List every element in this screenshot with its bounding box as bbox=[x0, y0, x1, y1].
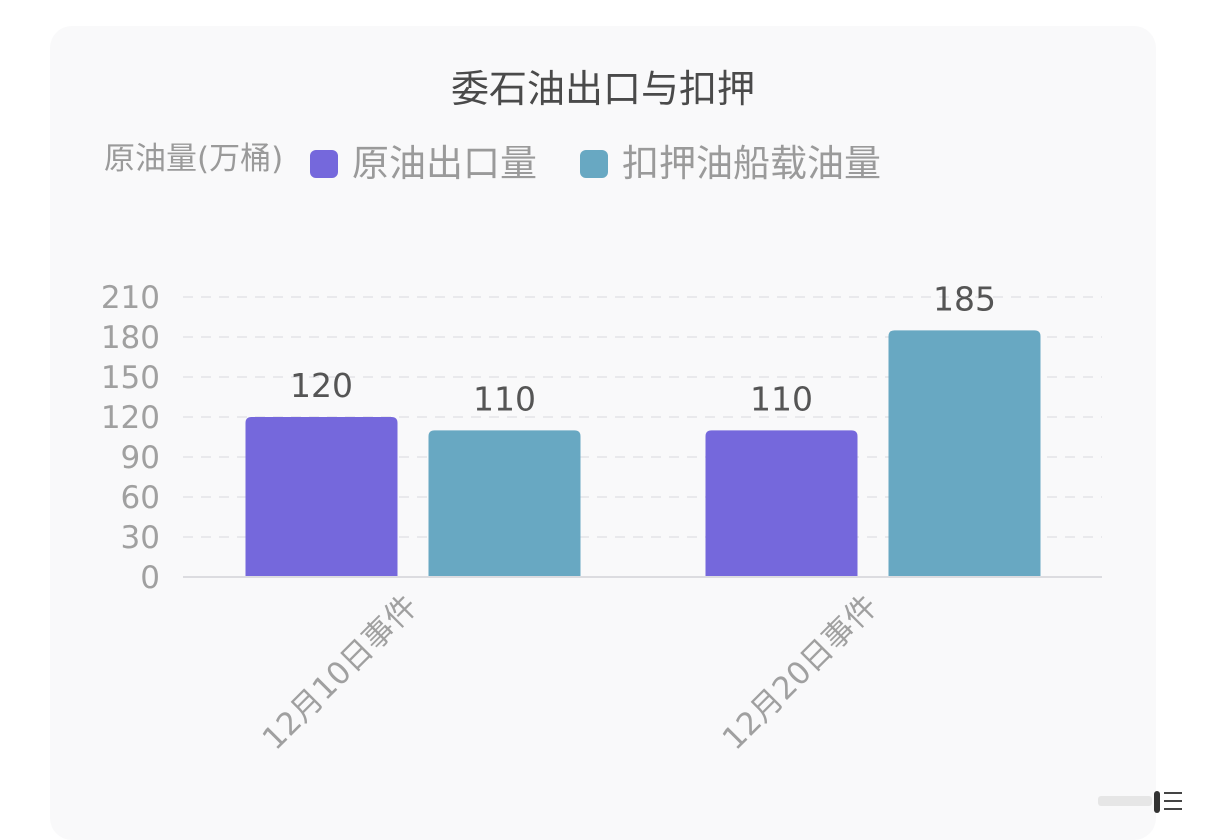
bar bbox=[888, 330, 1041, 577]
y-tick-label: 0 bbox=[140, 560, 160, 596]
x-tick-label: 12月10日事件 bbox=[256, 588, 425, 757]
bar-value-label: 110 bbox=[473, 379, 536, 418]
bar-value-label: 110 bbox=[750, 379, 813, 418]
bar bbox=[428, 430, 581, 577]
y-tick-label: 30 bbox=[121, 520, 160, 556]
legend-swatch bbox=[580, 150, 608, 178]
bar bbox=[705, 430, 858, 577]
y-tick-label: 90 bbox=[121, 440, 160, 476]
bars bbox=[245, 330, 1041, 577]
y-tick-label: 60 bbox=[121, 480, 160, 516]
y-axis-label: 原油量(万桶) bbox=[104, 141, 283, 177]
bar-value-label: 185 bbox=[933, 279, 996, 318]
y-tick-label: 120 bbox=[101, 400, 160, 436]
chart-title: 委石油出口与扣押 bbox=[451, 67, 755, 111]
y-tick-label: 150 bbox=[101, 360, 160, 396]
x-tick-label: 12月20日事件 bbox=[716, 588, 885, 757]
legend: 原油出口量 扣押油船载油量 bbox=[310, 142, 881, 185]
y-tick-label: 210 bbox=[101, 280, 160, 316]
y-axis-ticks: 0 30 60 90 120 150 180 210 bbox=[101, 280, 160, 596]
y-tick-label: 180 bbox=[101, 320, 160, 356]
x-axis-ticks: 12月10日事件 12月20日事件 bbox=[256, 588, 885, 757]
legend-label: 扣押油船载油量 bbox=[622, 142, 881, 185]
bar-value-label: 120 bbox=[290, 366, 353, 405]
legend-label: 原油出口量 bbox=[352, 142, 537, 185]
legend-swatch bbox=[310, 150, 338, 178]
data-labels: 120 110 110 185 bbox=[290, 279, 996, 418]
watermark-icon bbox=[1098, 791, 1182, 813]
bar bbox=[245, 417, 398, 577]
